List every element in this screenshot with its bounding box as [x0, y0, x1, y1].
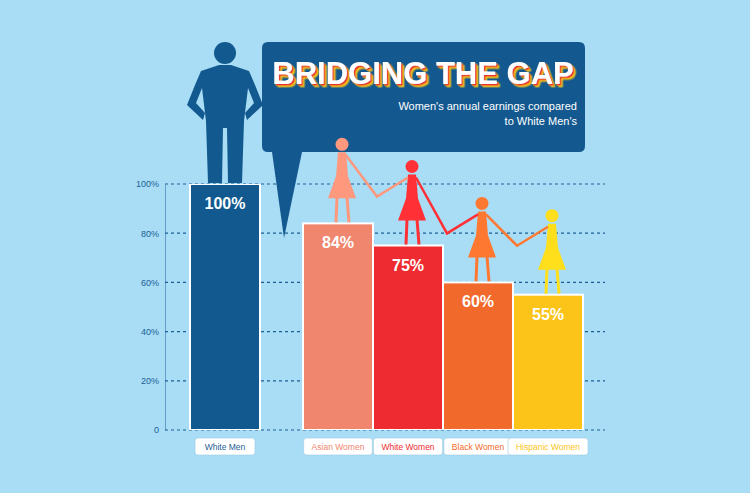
- man-body: [187, 65, 263, 183]
- data-label: 84%: [322, 234, 354, 251]
- subtitle-line: Women's annual earnings compared: [398, 100, 577, 112]
- title: BRIDGING THE GAP: [272, 56, 573, 91]
- woman-legs: [546, 269, 559, 294]
- category-label: Black Women: [444, 438, 512, 455]
- speech-bubble: [262, 42, 585, 238]
- holding-arms: [346, 155, 408, 196]
- chart: 0 20% 40% 60% 80% 100% 100% 84% 75% 60% 55% White M…: [0, 0, 750, 493]
- tick-label: White Men: [205, 442, 246, 452]
- woman-legs: [336, 197, 349, 222]
- bar: [303, 223, 373, 430]
- tick-label: Hispanic Women: [516, 442, 580, 452]
- category-label: Asian Women: [304, 438, 373, 455]
- label-box: [444, 438, 512, 455]
- woman-head: [336, 138, 349, 151]
- grid: [165, 184, 605, 430]
- woman-head: [406, 160, 419, 173]
- data-label: 60%: [462, 293, 494, 310]
- tick-label: 40%: [141, 327, 159, 337]
- data-label: 100%: [205, 195, 246, 212]
- category-label: Hispanic Women: [508, 438, 588, 455]
- woman-legs: [476, 256, 489, 281]
- label-box: [508, 438, 588, 455]
- woman-head: [476, 197, 489, 210]
- woman-legs: [406, 220, 419, 245]
- tick-label: White Women: [381, 442, 434, 452]
- bar: [190, 184, 260, 430]
- tick-label: 60%: [141, 278, 159, 288]
- data-label: 55%: [532, 306, 564, 323]
- subtitle: Women's annual earnings compared to White…: [398, 100, 577, 127]
- tick-label: 100%: [136, 179, 159, 189]
- tick: 80%: [141, 229, 165, 239]
- tick: 20%: [141, 376, 165, 386]
- subtitle-line: to White Men's: [505, 115, 578, 127]
- label-box: [373, 438, 442, 455]
- holding-arms: [416, 178, 478, 234]
- bars: [190, 184, 583, 430]
- bar: [443, 282, 513, 430]
- bar: [513, 295, 583, 430]
- data-label: 75%: [392, 257, 424, 274]
- tick: 100%: [136, 179, 165, 189]
- man-head: [214, 42, 236, 64]
- x-axis: White Men Asian Women White Women Black Wom…: [195, 438, 588, 455]
- woman-head: [546, 209, 559, 222]
- tick: 60%: [141, 278, 165, 288]
- bar: [373, 246, 443, 431]
- axis-line: [165, 185, 166, 431]
- tick-label: 20%: [141, 376, 159, 386]
- category-label: White Men: [195, 438, 255, 455]
- tick-label: Black Women: [452, 442, 505, 452]
- tick: 40%: [141, 327, 165, 337]
- label-box: [304, 438, 373, 455]
- tick: 0: [154, 425, 165, 435]
- label-box: [195, 438, 255, 455]
- tick-label: 0: [154, 425, 159, 435]
- woman-body: [328, 152, 356, 198]
- background: [0, 0, 750, 493]
- tick-label: 80%: [141, 229, 159, 239]
- tick-label: Asian Women: [312, 442, 365, 452]
- holding-arms: [486, 214, 548, 245]
- data-labels: 100% 84% 75% 60% 55%: [205, 195, 564, 323]
- y-axis: 0 20% 40% 60% 80% 100%: [136, 179, 166, 435]
- category-label: White Women: [373, 438, 442, 455]
